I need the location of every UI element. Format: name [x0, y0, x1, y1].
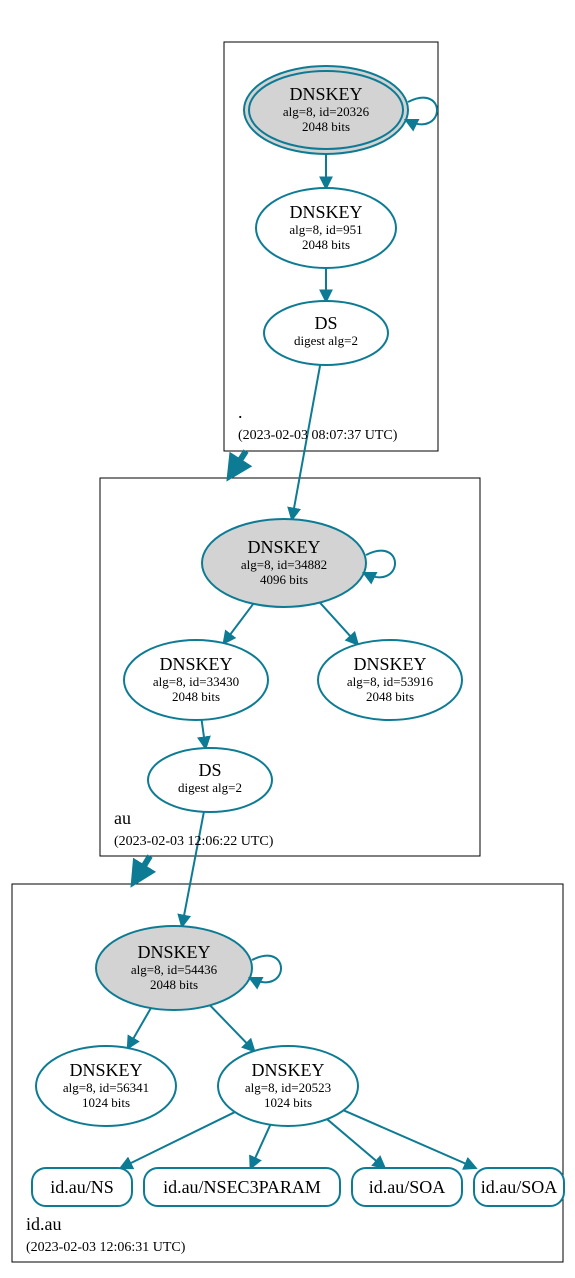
zone-connector-zone-au-to-zone-idau	[134, 856, 150, 882]
node-sub2: 1024 bits	[82, 1095, 130, 1110]
zone-timestamp: (2023-02-03 12:06:31 UTC)	[26, 1240, 186, 1255]
zone-label: .	[238, 402, 243, 422]
leaf-label: id.au/NS	[50, 1177, 114, 1197]
node-sub1: alg=8, id=34882	[241, 557, 327, 572]
edge-au-ksk-to-au-zsk1	[224, 604, 254, 643]
node-sub1: alg=8, id=20326	[283, 104, 370, 119]
edge-idau-zsk2-to-leaf-nsec3	[251, 1125, 271, 1168]
node-sub1: digest alg=2	[178, 780, 242, 795]
node-title: DNSKEY	[289, 84, 362, 104]
zone-label: au	[114, 808, 131, 828]
node-sub1: digest alg=2	[294, 333, 358, 348]
node-title: DS	[198, 760, 221, 780]
dnssec-chain-diagram: DNSKEYalg=8, id=203262048 bitsDNSKEYalg=…	[0, 0, 575, 1278]
edge-idau-zsk2-to-leaf-soa1	[327, 1119, 385, 1168]
node-title: DNSKEY	[247, 537, 320, 557]
zone-timestamp: (2023-02-03 12:06:22 UTC)	[114, 834, 274, 849]
node-sub1: alg=8, id=20523	[245, 1080, 331, 1095]
zone-label: id.au	[26, 1214, 62, 1234]
node-title: DNSKEY	[353, 654, 426, 674]
node-sub1: alg=8, id=53916	[347, 674, 434, 689]
self-loop-idau-ksk	[250, 956, 281, 983]
edge-idau-ksk-to-idau-zsk2	[210, 1005, 254, 1051]
zone-timestamp: (2023-02-03 08:07:37 UTC)	[238, 428, 398, 443]
self-loop-root-ksk	[406, 98, 437, 125]
self-loop-au-ksk	[364, 551, 395, 578]
node-sub1: alg=8, id=54436	[131, 962, 218, 977]
node-title: DNSKEY	[159, 654, 232, 674]
node-title: DNSKEY	[137, 942, 210, 962]
edge-au-ksk-to-au-zsk2	[320, 603, 358, 645]
nodes-layer: DNSKEYalg=8, id=203262048 bitsDNSKEYalg=…	[32, 66, 564, 1206]
node-sub2: 1024 bits	[264, 1095, 312, 1110]
edge-au-zsk1-to-au-ds	[202, 720, 206, 748]
node-sub2: 2048 bits	[150, 977, 198, 992]
leaf-label: id.au/SOA	[481, 1177, 558, 1197]
node-title: DNSKEY	[289, 202, 362, 222]
zone-labels-layer: . (2023-02-03 08:07:37 UTC) au (2023-02-03 …	[26, 402, 398, 1255]
node-sub2: 2048 bits	[172, 689, 220, 704]
edge-au-ds-to-idau-ksk	[182, 812, 204, 926]
node-sub1: alg=8, id=56341	[63, 1080, 149, 1095]
leaf-label: id.au/SOA	[369, 1177, 446, 1197]
node-sub2: 2048 bits	[302, 119, 350, 134]
node-sub2: 2048 bits	[366, 689, 414, 704]
node-title: DS	[314, 313, 337, 333]
edge-idau-ksk-to-idau-zsk1	[128, 1008, 151, 1048]
node-title: DNSKEY	[69, 1060, 142, 1080]
leaf-label: id.au/NSEC3PARAM	[163, 1177, 321, 1197]
node-title: DNSKEY	[251, 1060, 324, 1080]
node-sub1: alg=8, id=951	[289, 222, 362, 237]
node-sub1: alg=8, id=33430	[153, 674, 239, 689]
node-sub2: 4096 bits	[260, 572, 308, 587]
node-sub2: 2048 bits	[302, 237, 350, 252]
zone-connector-zone-root-to-zone-au	[230, 451, 246, 476]
edge-idau-zsk2-to-leaf-soa2	[344, 1110, 476, 1168]
